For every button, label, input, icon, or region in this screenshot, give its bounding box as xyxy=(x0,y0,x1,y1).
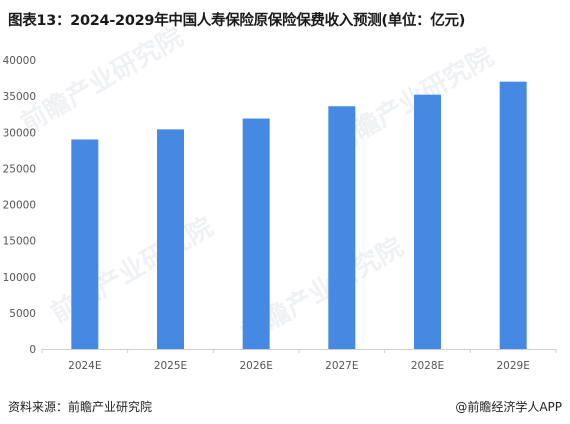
brand-label: @前瞻经济学人APP xyxy=(455,400,562,414)
x-tick-label: 2025E xyxy=(154,360,187,372)
bar-2024E xyxy=(71,139,99,349)
x-tick-label: 2029E xyxy=(496,360,529,372)
bar-2025E xyxy=(157,129,184,349)
y-tick-label: 0 xyxy=(29,344,36,356)
bar-2026E xyxy=(242,118,270,350)
y-tick-label: 30000 xyxy=(3,127,36,139)
x-tick-label: 2028E xyxy=(411,360,444,372)
bar-2027E xyxy=(328,106,356,350)
y-tick-label: 25000 xyxy=(3,163,36,175)
y-tick-label: 35000 xyxy=(3,91,36,103)
y-tick-label: 15000 xyxy=(3,236,36,248)
y-tick-label: 5000 xyxy=(9,308,36,320)
source-label: 资料来源：前瞻产业研究院 xyxy=(8,400,153,414)
x-tick-label: 2026E xyxy=(239,360,272,372)
y-tick-label: 40000 xyxy=(3,55,36,67)
y-tick-label: 10000 xyxy=(3,272,36,284)
y-tick-label: 20000 xyxy=(3,200,36,212)
bar-2028E xyxy=(414,94,441,350)
x-tick-label: 2027E xyxy=(325,360,358,372)
chart-title: 图表13：2024-2029年中国人寿保险原保险保费收入预测(单位：亿元) xyxy=(8,13,466,29)
x-tick-label: 2024E xyxy=(68,360,101,372)
bar-2029E xyxy=(499,81,527,350)
